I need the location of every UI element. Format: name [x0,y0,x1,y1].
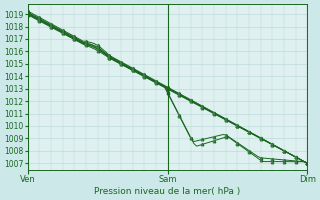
X-axis label: Pression niveau de la mer( hPa ): Pression niveau de la mer( hPa ) [94,187,241,196]
